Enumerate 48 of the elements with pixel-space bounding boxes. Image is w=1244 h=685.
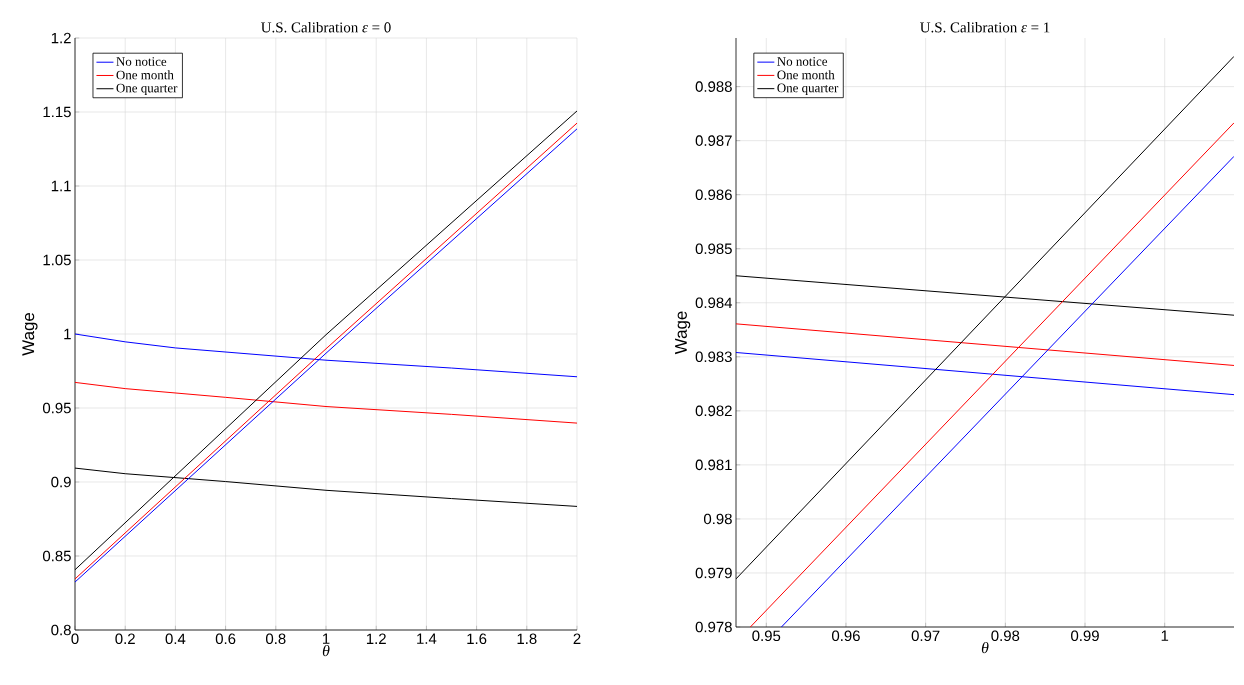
y-tick-label: 0.988 [695, 81, 732, 92]
y-axis-title: Wage [22, 312, 38, 356]
x-tick-label: 1.8 [517, 633, 537, 645]
y-tick-label: 0.978 [695, 621, 732, 633]
x-tick-label: 0.95 [752, 630, 781, 642]
x-tick-label: 0.4 [165, 633, 186, 645]
legend-label: No notice [116, 57, 167, 66]
y-axis-title: Wage [675, 311, 691, 355]
y-tick-label: 0.987 [695, 135, 732, 146]
x-tick-label: 1 [322, 633, 330, 644]
y-tick-label: 1 [64, 328, 71, 340]
legend-label: No notice [777, 57, 828, 66]
y-tick-label: 0.98 [703, 513, 732, 525]
x-axis-title: θ [322, 644, 330, 657]
x-tick-label: 0 [71, 633, 79, 645]
chart-title: U.S. Calibration ε = 0 [261, 21, 391, 33]
legend-label: One month [116, 70, 174, 80]
y-tick-label: 0.981 [695, 459, 732, 471]
y-tick-label: 0.95 [42, 402, 71, 414]
x-tick-label: 0.8 [265, 633, 286, 645]
x-tick-label: 0.6 [215, 633, 236, 645]
y-tick-label: 0.979 [695, 567, 732, 579]
legend-label: One quarter [777, 83, 839, 95]
y-tick-label: 1.15 [43, 106, 71, 118]
y-tick-label: 0.985 [695, 243, 732, 255]
x-tick-label: 2 [573, 633, 581, 644]
x-tick-label: 1.2 [366, 633, 386, 644]
x-tick-label: 0.97 [911, 630, 940, 642]
x-axis-title: θ [981, 641, 989, 654]
x-tick-label: 1 [1161, 630, 1169, 641]
x-tick-label: 1.4 [417, 633, 437, 644]
y-tick-label: 0.986 [695, 189, 732, 200]
y-tick-label: 1.2 [51, 32, 71, 44]
x-tick-label: 0.99 [1071, 630, 1099, 642]
x-tick-label: 0.96 [832, 630, 860, 642]
x-tick-label: 0.2 [115, 633, 135, 645]
legend-label: One month [777, 70, 835, 80]
y-tick-label: 0.982 [695, 405, 732, 417]
y-tick-label: 0.85 [42, 550, 71, 562]
legend-label: One quarter [116, 83, 178, 96]
x-tick-label: 0.98 [991, 630, 1020, 642]
y-tick-label: 0.9 [51, 476, 71, 488]
x-tick-label: 1.6 [467, 633, 487, 645]
y-tick-label: 0.983 [695, 351, 732, 363]
chart-title: U.S. Calibration ε = 1 [920, 21, 1050, 33]
y-tick-label: 1.05 [43, 254, 71, 266]
y-tick-label: 0.984 [695, 297, 733, 309]
y-tick-label: 1.1 [51, 180, 71, 192]
